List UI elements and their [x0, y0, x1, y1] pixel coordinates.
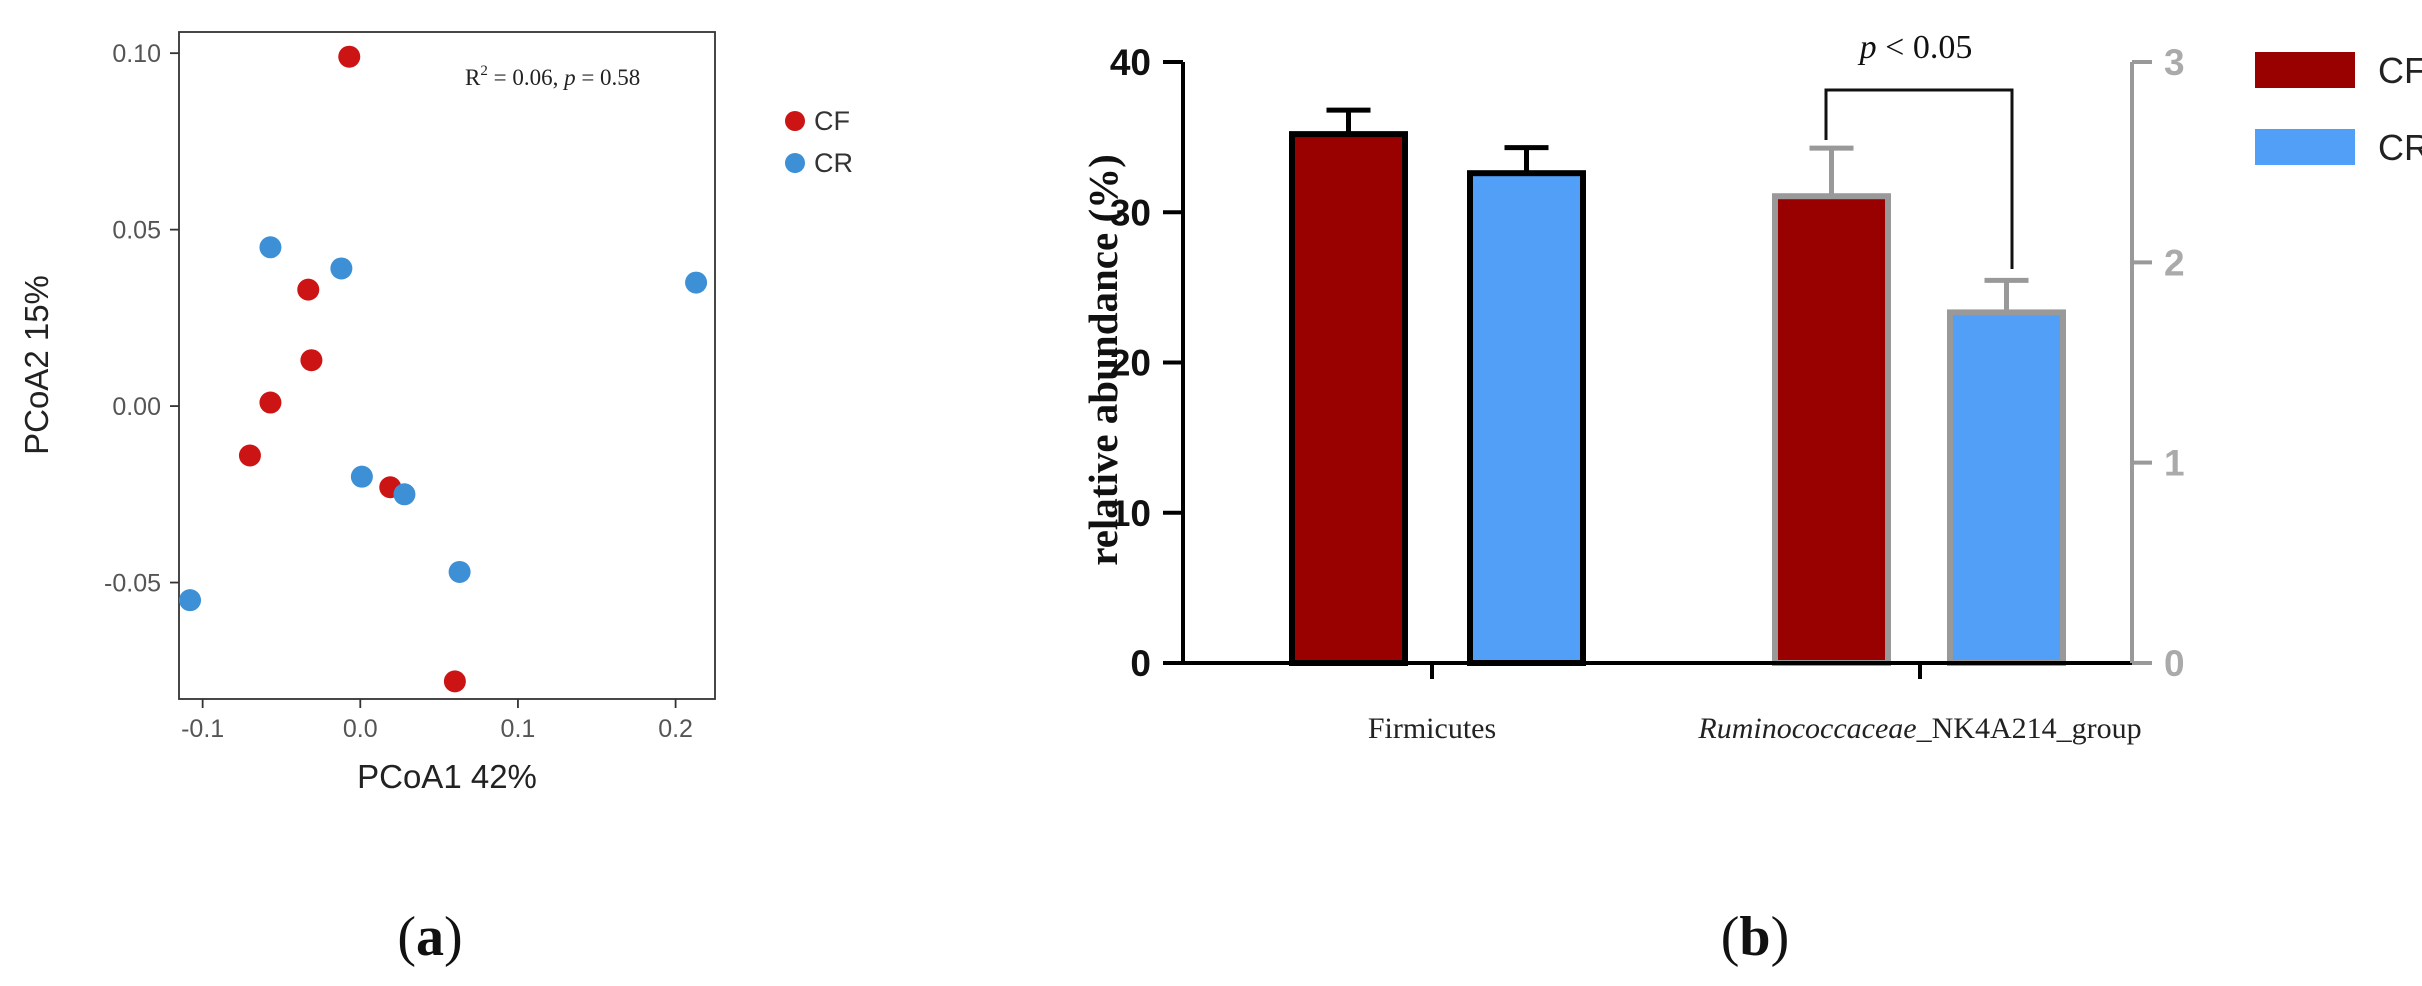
- significance-bracket: p < 0.05: [1824, 29, 2014, 269]
- relative-abundance-bar-chart: 0 10 20 30 40 0 1 2 3 relative abundance (%) Fir…: [1080, 29, 2422, 968]
- point-cr: [179, 589, 202, 612]
- legend: CF CR: [2255, 50, 2422, 168]
- legend-marker-cr: [785, 153, 805, 173]
- right-y-tick-label: 2: [2164, 242, 2185, 283]
- x-axis-title: PCoA1 42%: [357, 758, 537, 795]
- x-tick-label: -0.1: [181, 715, 224, 743]
- pcoa-scatter-chart: R2 = 0.06, p = 0.58 -0.1 0.0 0.1 0.2 -0.05 0.…: [18, 31, 853, 968]
- left-y-tick-label: 30: [1110, 192, 1151, 233]
- point-cr: [448, 560, 471, 583]
- left-y-tick-label: 0: [1130, 643, 1151, 684]
- left-y-tick-label: 20: [1110, 343, 1151, 384]
- data-points: [179, 45, 708, 693]
- category-label-firmicutes: Firmicutes: [1368, 712, 1496, 745]
- legend-label-cf: CF: [814, 106, 850, 136]
- legend-label-cr: CR: [2378, 127, 2422, 168]
- y-tick-label: 0.05: [112, 217, 161, 245]
- legend-marker-cf: [785, 111, 805, 131]
- bars: [1289, 107, 2066, 666]
- point-cr: [393, 483, 416, 506]
- right-y-tick-label: 3: [2164, 42, 2185, 83]
- y-axis-title: relative abundance (%): [1080, 154, 1126, 566]
- category-label-ruminococcaceae: Ruminococcaceae_NK4A214_group: [1697, 712, 2141, 745]
- y-axis-title: PCoA2 15%: [18, 275, 55, 455]
- right-y-tick-label: 1: [2164, 443, 2185, 484]
- panel-label-b: (b): [1721, 906, 1789, 968]
- point-cf: [297, 278, 320, 301]
- bar-cr: [1947, 309, 2066, 666]
- stats-annotation: R2 = 0.06, p = 0.58: [465, 63, 640, 90]
- point-cf: [238, 444, 261, 467]
- point-cr: [330, 257, 353, 280]
- right-y-tick-label: 0: [2164, 643, 2185, 684]
- plot-border: [178, 31, 716, 700]
- left-y-tick-label: 10: [1110, 493, 1151, 534]
- point-cr: [350, 465, 373, 488]
- y-tick-label: 0.10: [112, 40, 161, 68]
- y-tick-label: -0.05: [104, 570, 161, 598]
- bar-cf: [1289, 131, 1408, 666]
- point-cf: [259, 391, 282, 414]
- legend-swatch-cf: [2255, 52, 2355, 88]
- x-tick-label: 0.1: [501, 715, 536, 743]
- panel-label-a: (a): [397, 906, 462, 968]
- point-cf: [338, 45, 361, 68]
- x-tick-label: 0.0: [343, 715, 378, 743]
- legend-label-cr: CR: [814, 148, 853, 178]
- legend: CF CR: [785, 106, 853, 178]
- left-y-tick-label: 40: [1110, 42, 1151, 83]
- point-cf: [300, 349, 323, 372]
- axes: 0 10 20 30 40 0 1 2 3: [1110, 42, 2185, 684]
- x-tick-label: 0.2: [658, 715, 693, 743]
- axis-ticks: -0.1 0.0 0.1 0.2 -0.05 0.00 0.05 0.10: [104, 40, 693, 743]
- legend-label-cf: CF: [2378, 50, 2422, 91]
- point-cr: [685, 271, 708, 294]
- y-tick-label: 0.00: [112, 393, 161, 421]
- significance-label: p < 0.05: [1858, 29, 1973, 66]
- bar-cf: [1772, 193, 1891, 666]
- bar-cr: [1467, 170, 1586, 666]
- point-cr: [259, 236, 282, 259]
- point-cf: [443, 670, 466, 693]
- legend-swatch-cr: [2255, 129, 2355, 165]
